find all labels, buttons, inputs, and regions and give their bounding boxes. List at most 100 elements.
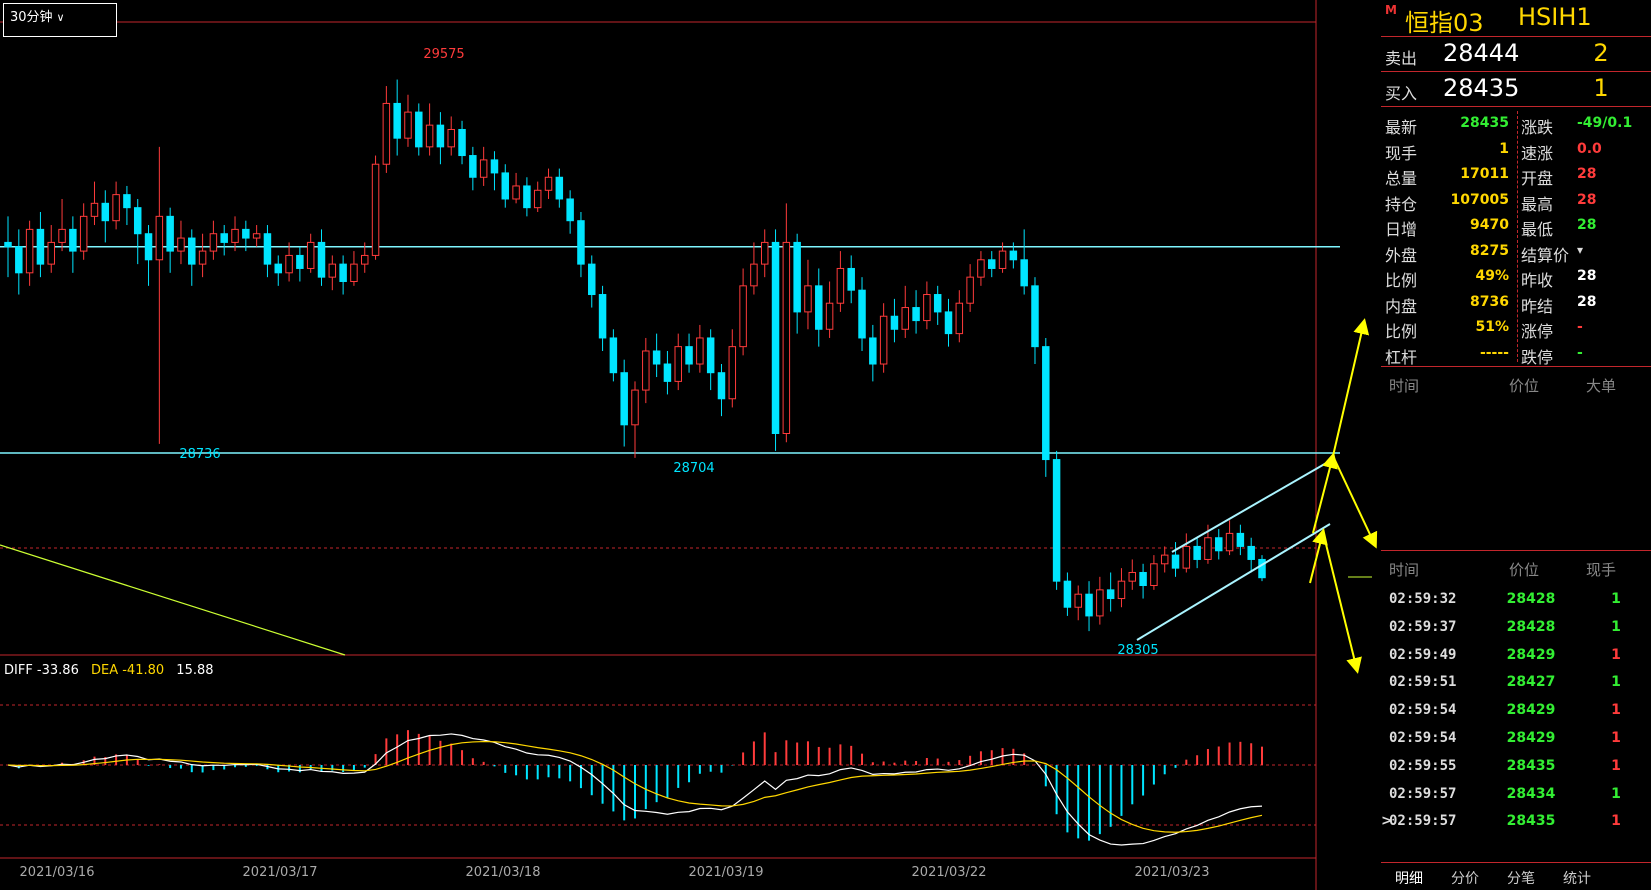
candle-body bbox=[252, 233, 261, 239]
candle-body bbox=[728, 346, 737, 400]
candle bbox=[782, 203, 791, 443]
candle bbox=[642, 337, 650, 404]
candle-body bbox=[1117, 580, 1126, 600]
period-selector[interactable]: 30分钟 ∨ bbox=[3, 3, 117, 37]
candle-body bbox=[836, 267, 845, 304]
stat-value: 1 bbox=[1499, 140, 1509, 157]
candle bbox=[1074, 585, 1082, 621]
candle-body bbox=[1063, 580, 1072, 608]
candle-body bbox=[804, 285, 812, 313]
candle-body bbox=[1225, 532, 1234, 552]
tab-2[interactable]: 分笔 bbox=[1507, 871, 1535, 887]
candle-body bbox=[58, 228, 66, 243]
ask-label: 卖出 bbox=[1385, 49, 1418, 68]
candle bbox=[825, 281, 834, 338]
candle-body bbox=[447, 128, 455, 148]
stat-value: 28 bbox=[1577, 293, 1597, 310]
tab-0[interactable]: 明细 bbox=[1395, 871, 1423, 887]
candle bbox=[47, 225, 55, 273]
candle bbox=[631, 381, 639, 458]
chevron-down-icon[interactable]: ▾ bbox=[1577, 242, 1584, 257]
candle bbox=[663, 350, 672, 395]
candle bbox=[577, 212, 585, 278]
candle bbox=[869, 324, 877, 382]
stat-label: 外盘 bbox=[1385, 245, 1418, 265]
tick-qty: 1 bbox=[1611, 591, 1621, 607]
tick-qty-header: 现手 bbox=[1586, 561, 1617, 579]
tick-qty: 1 bbox=[1611, 674, 1621, 691]
ticks-list[interactable]: 02:59:32 28428 1 02:59:37 28428 1 02:59:49 2842… bbox=[1381, 585, 1651, 885]
candle-body bbox=[533, 189, 542, 209]
candle bbox=[944, 298, 953, 347]
stat-label: 跌停 bbox=[1521, 347, 1554, 367]
date-tick-label: 2021/03/23 bbox=[1135, 865, 1210, 880]
candle bbox=[350, 251, 358, 286]
stat-value: 28 bbox=[1577, 268, 1597, 284]
kline-chart[interactable]: 2021/03/16 2021/03/17 2021/03/18 2021/03/19… bbox=[0, 0, 1381, 890]
stats-table: 最新 28435 涨跌 -49/0.1 现手 1 速涨 0.0 总量 17011 开盘 28 持仓 107… bbox=[1381, 107, 1651, 367]
candle bbox=[25, 220, 34, 286]
candle-body bbox=[198, 250, 207, 265]
low-price-label-2: 28704 bbox=[673, 461, 714, 476]
candle bbox=[101, 190, 110, 243]
stat-label: 昨收 bbox=[1521, 271, 1554, 290]
candle bbox=[296, 246, 304, 282]
candle-body bbox=[360, 254, 369, 265]
tick-qty: 1 bbox=[1611, 785, 1621, 802]
candle-body bbox=[263, 233, 272, 265]
high-price-label: 29575 bbox=[423, 47, 464, 62]
candle bbox=[328, 255, 337, 291]
date-tick-label: 2021/03/19 bbox=[689, 865, 764, 880]
candle-body bbox=[1031, 285, 1039, 348]
candle-body bbox=[782, 241, 791, 435]
stats-row: 内盘 8736 昨结 28 bbox=[1381, 290, 1651, 316]
candle bbox=[166, 207, 174, 273]
candle bbox=[1236, 524, 1245, 556]
candle bbox=[771, 229, 780, 451]
candle-body bbox=[490, 159, 499, 174]
date-tick-label: 2021/03/16 bbox=[20, 865, 95, 880]
candle-body bbox=[923, 294, 931, 322]
candle bbox=[1096, 576, 1104, 625]
candle bbox=[1182, 533, 1191, 573]
candle-body bbox=[328, 263, 337, 278]
tick-price: 28429 bbox=[1506, 702, 1556, 719]
tab-1[interactable]: 分价 bbox=[1451, 871, 1479, 887]
candle bbox=[717, 364, 726, 417]
stats-row: 持仓 107005 最高 28 bbox=[1381, 188, 1651, 214]
candle-body bbox=[739, 285, 747, 348]
tick-qty: 1 bbox=[1611, 730, 1621, 746]
candle bbox=[436, 112, 445, 165]
candle bbox=[144, 225, 153, 286]
candle bbox=[923, 281, 931, 330]
candle-body bbox=[339, 263, 347, 282]
candle bbox=[933, 285, 942, 325]
candle-body bbox=[955, 302, 964, 335]
candle-body bbox=[436, 124, 445, 148]
bid-qty: 1 bbox=[1593, 74, 1609, 102]
stat-label: 杠杆 bbox=[1385, 347, 1418, 367]
stat-value: 107005 bbox=[1450, 191, 1509, 208]
candle bbox=[177, 220, 185, 265]
tab-3[interactable]: 统计 bbox=[1563, 871, 1591, 887]
candle bbox=[912, 290, 920, 334]
stat-label: 比例 bbox=[1385, 271, 1418, 290]
chart-grid bbox=[0, 0, 1317, 890]
tick-time-header: 时间 bbox=[1389, 561, 1420, 579]
big-orders-header: 时间 价位 大单 bbox=[1381, 367, 1651, 401]
candle-body bbox=[609, 337, 618, 374]
candle bbox=[533, 181, 542, 213]
candle bbox=[685, 333, 693, 373]
candle bbox=[1042, 337, 1050, 477]
candle bbox=[1063, 572, 1072, 616]
macd-diff-line bbox=[7, 733, 1263, 846]
candle bbox=[69, 216, 77, 273]
candle-body bbox=[933, 294, 942, 313]
candle bbox=[155, 146, 164, 444]
candle-body bbox=[901, 307, 910, 330]
candle bbox=[1150, 555, 1158, 590]
candle-body bbox=[177, 237, 185, 252]
candle-body bbox=[642, 350, 650, 391]
candle bbox=[620, 359, 628, 447]
candle-body bbox=[112, 194, 120, 222]
